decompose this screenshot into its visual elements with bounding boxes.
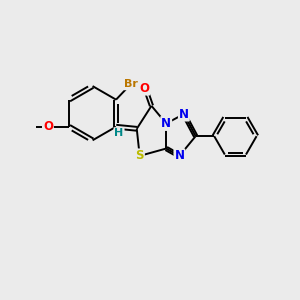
Text: O: O [43,120,53,133]
Text: N: N [161,117,171,130]
Text: O: O [139,82,149,95]
Text: Br: Br [124,79,138,89]
Text: N: N [179,108,189,121]
Text: H: H [114,128,124,138]
Text: N: N [174,149,184,162]
Text: S: S [135,149,144,162]
